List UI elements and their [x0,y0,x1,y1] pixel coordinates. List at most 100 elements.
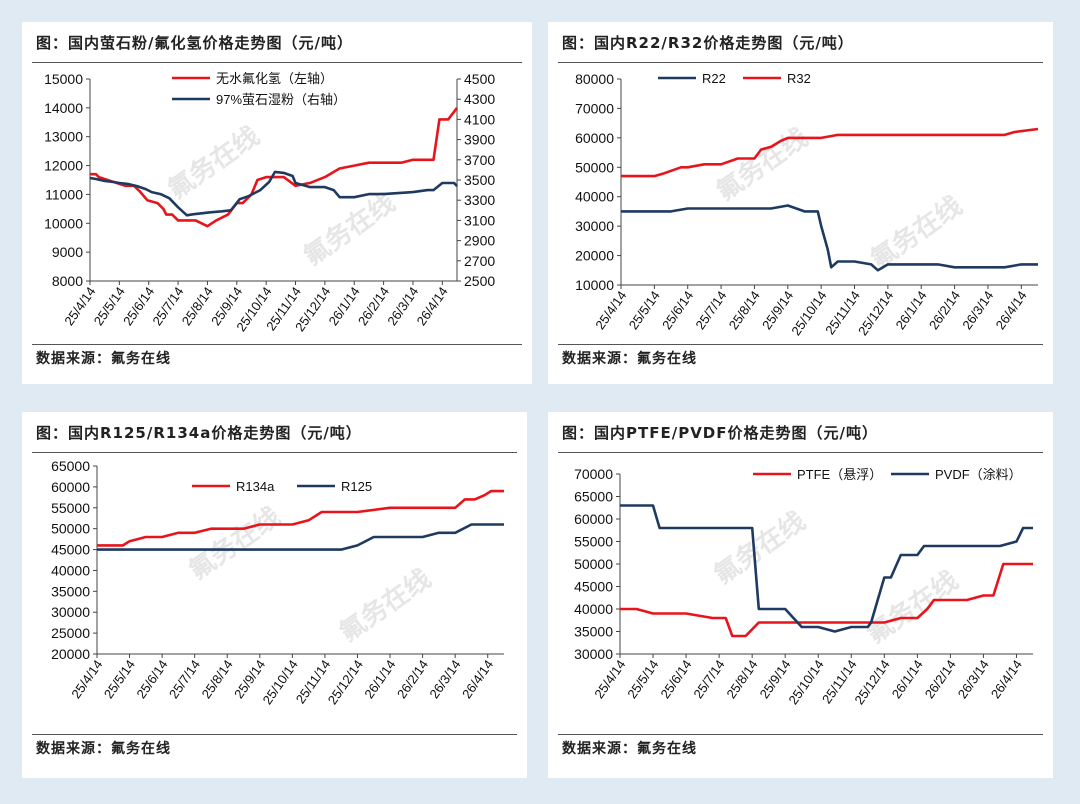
x-tick-label: 25/5/14 [101,657,138,701]
title-divider [32,452,517,453]
x-tick-label: 25/4/14 [68,657,105,701]
y-tick-label: 50000 [574,556,613,572]
series-line-97 [89,170,458,217]
legend-label: R32 [787,71,811,86]
x-tick-label: 25/5/14 [626,288,663,332]
y-tick-label: 10000 [575,277,614,293]
y-tick-label: 11000 [45,186,83,202]
series-line-r134a [97,489,504,547]
x-tick-label: 25/8/14 [726,288,763,332]
watermark-text: 氟务在线 [298,187,400,271]
y-tick-label: 60000 [575,130,614,146]
x-tick-label: 26/2/14 [394,657,431,701]
y-tick-label: 9000 [52,244,83,260]
chart-source: 数据来源：氟务在线 [562,741,697,757]
x-tick-label: 26/1/14 [893,288,930,332]
y-tick-label: 40000 [574,601,613,617]
source-divider [558,344,1043,345]
chart-panel-ptfe-pvdf: 图：国内PTFE/PVDF价格走势图（元/吨） 氟务在线 氟务在线 30000 350… [548,412,1053,778]
x-tick-label: 25/7/14 [166,657,203,701]
chart-title: 图：国内R125/R134a价格走势图（元/吨） [36,424,362,442]
y-tick-label: 35000 [574,624,613,640]
title-divider [32,62,522,63]
y2-tick-label: 3300 [464,192,495,208]
y2-tick-label: 3100 [464,212,495,228]
x-tick-label: 25/7/14 [690,657,727,701]
chart-source: 数据来源：氟务在线 [562,351,697,367]
x-tick-label: 26/1/14 [889,657,926,701]
y-tick-label: 14000 [44,100,83,116]
series-line-r125 [97,523,504,551]
y-tick-label: 50000 [575,159,614,175]
watermark-text: 氟务在线 [711,122,813,206]
legend-label: PVDF（涂料） [935,467,1022,482]
y-tick-label: 60000 [574,511,613,527]
series-line-series [90,107,459,228]
chart-panel-fluorite-hf: 图：国内萤石粉/氟化氢价格走势图（元/吨） 氟务在线 氟务在线 8000 9000 10… [22,22,532,384]
y2-tick-label: 2900 [464,233,495,249]
x-tick-label: 26/3/14 [959,288,996,332]
y-tick-label: 70000 [574,466,613,482]
y-tick-label: 80000 [575,71,614,87]
x-tick-label: 26/4/14 [459,657,496,701]
y-tick-label: 35000 [51,583,90,599]
chart-panel-r125-r134a: 图：国内R125/R134a价格走势图（元/吨） 氟务在线 氟务在线 20000 25… [22,412,527,778]
watermark-text: 氟务在线 [708,506,810,590]
x-tick-label: 26/3/14 [426,657,463,701]
y-tick-label: 65000 [51,458,90,474]
x-tick-label: 25/6/14 [657,657,694,701]
y-tick-label: 55000 [51,500,90,516]
watermark-text: 氟务在线 [183,501,285,585]
y-tick-label: 65000 [574,489,613,505]
y-tick-label: 50000 [51,521,90,537]
y-tick-label: 40000 [575,189,614,205]
x-tick-label: 26/4/14 [988,657,1025,701]
x-tick-label: 25/7/14 [692,288,729,332]
x-tick-label: 25/8/14 [199,657,236,701]
y-tick-label: 15000 [44,71,83,87]
x-tick-label: 25/6/14 [659,288,696,332]
y-tick-label: 20000 [575,248,614,264]
y2-tick-label: 3500 [464,172,495,188]
chart-title: 图：国内R22/R32价格走势图（元/吨） [562,34,854,52]
chart-title: 图：国内萤石粉/氟化氢价格走势图（元/吨） [36,34,353,52]
x-tick-label: 26/2/14 [926,288,963,332]
legend-label: R134a [236,479,275,494]
x-tick-label: 26/4/14 [414,284,451,328]
x-tick-label: 26/2/14 [922,657,959,701]
y-tick-label: 70000 [575,100,614,116]
y-tick-label: 12000 [44,158,83,174]
series-line-pvdf [620,504,1033,633]
x-tick-label: 25/4/14 [592,288,629,332]
title-divider [558,62,1043,63]
watermark-text: 氟务在线 [162,120,264,204]
y2-tick-label: 4300 [464,91,495,107]
chart-source: 数据来源：氟务在线 [36,741,171,757]
watermark-text: 氟务在线 [865,190,967,274]
chart-title: 图：国内PTFE/PVDF价格走势图（元/吨） [562,424,878,442]
series-line-r22 [621,204,1038,272]
legend-label: 无水氟化氢（左轴） [216,71,333,86]
legend-label: PTFE（悬浮） [797,467,882,482]
y-tick-label: 20000 [51,646,90,662]
y-tick-label: 55000 [574,534,613,550]
chart-canvas: 氟务在线氟务在线30000350004000045000500005500060… [574,466,1033,707]
x-tick-label: 26/3/14 [955,657,992,701]
x-tick-label: 26/1/14 [361,657,398,701]
y-tick-label: 45000 [51,542,90,558]
y-tick-label: 30000 [575,218,614,234]
x-tick-label: 25/8/14 [723,657,760,701]
y-tick-label: 40000 [51,562,90,578]
legend-label: R125 [341,479,372,494]
y2-tick-label: 4100 [464,111,495,127]
title-divider [558,452,1043,453]
y2-tick-label: 4500 [464,71,495,87]
x-tick-label: 25/4/14 [591,657,628,701]
watermark-text: 氟务在线 [334,563,436,647]
legend-label: R22 [702,71,726,86]
y2-tick-label: 2500 [464,273,495,289]
source-divider [32,344,522,345]
